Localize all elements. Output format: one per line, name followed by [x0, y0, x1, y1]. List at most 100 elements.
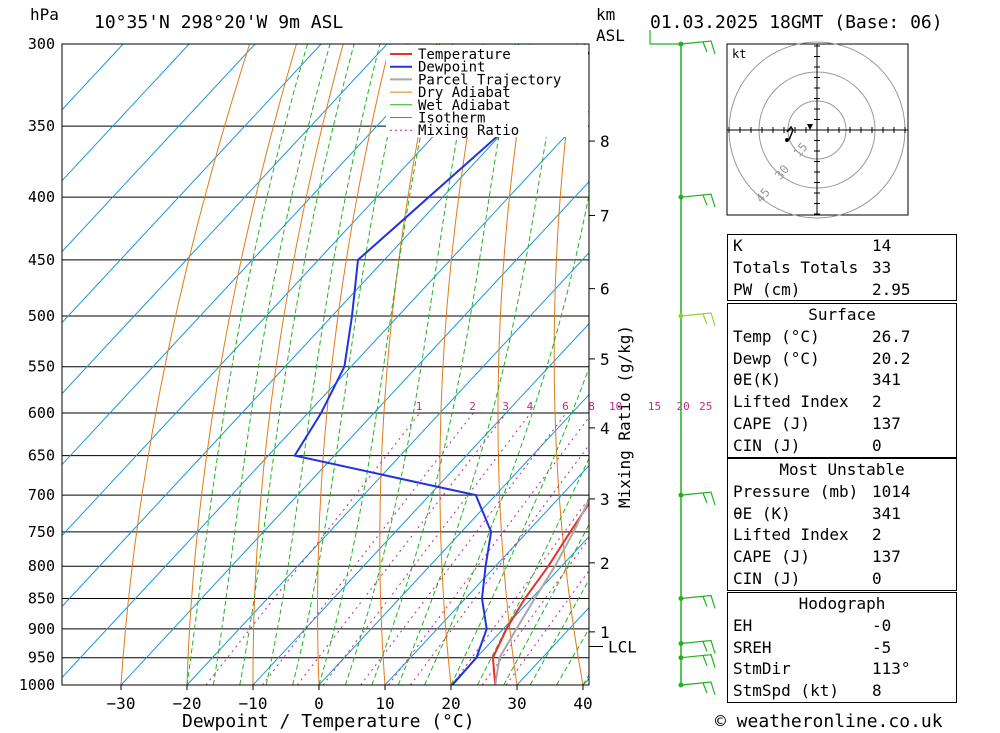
legend-entry: Isotherm — [418, 111, 485, 127]
param-value: 8 — [872, 681, 882, 701]
mixing-ratio-line — [387, 416, 589, 685]
wind-barb — [680, 491, 716, 506]
lcl-label: LCL — [608, 637, 637, 656]
pressure-tick-label: 400 — [28, 188, 55, 206]
legend-entry: Dry Adiabat — [418, 85, 511, 101]
wet-adiabat-line — [292, 44, 409, 685]
param-label: Dewp (°C) — [733, 348, 820, 368]
param-row: K 14 — [728, 235, 956, 257]
credit-text: © weatheronline.co.uk — [715, 711, 943, 732]
mixing-ratio-label: 2 — [469, 400, 476, 413]
mixing-ratio-line — [505, 569, 589, 685]
param-label: Totals Totals — [733, 257, 859, 277]
mixing-ratio-label: 1 — [416, 400, 423, 413]
isotherm-line — [318, 393, 589, 685]
param-value: -0 — [872, 615, 892, 635]
height-unit-label: km — [596, 5, 615, 24]
hodograph-trace — [786, 125, 794, 141]
wet-adiabat-line — [371, 44, 516, 685]
legend-entry: Temperature — [418, 47, 511, 63]
pressure-tick-label: 850 — [28, 589, 55, 607]
param-value: 14 — [872, 236, 892, 255]
surface-panel: Surface Temp (°C) 26.7 Dewp (°C) 20.2 θE(K) 3… — [727, 303, 957, 458]
legend-entry: Dewpoint — [418, 60, 485, 76]
param-value: 0 — [872, 435, 882, 455]
param-row: Temp (°C) 26.7 — [728, 326, 956, 348]
param-label: EH — [733, 615, 753, 635]
wind-barbs — [649, 30, 716, 696]
param-label: PW (cm) — [733, 279, 801, 299]
dry-adiabat-line — [553, 44, 584, 685]
temperature-profile — [491, 501, 589, 685]
param-value: 1014 — [872, 481, 911, 501]
mixing-ratio-label: 6 — [562, 400, 569, 413]
most-unstable-panel: Most Unstable Pressure (mb) 1014 θE (K) 341… — [727, 458, 957, 591]
asl-label: ASL — [596, 26, 625, 45]
mixing-ratio-line — [205, 412, 421, 685]
wind-barb — [680, 40, 716, 55]
isotherm-line — [62, 44, 388, 395]
dry-adiabat-line — [661, 44, 715, 685]
wet-adiabat-line — [318, 44, 440, 685]
param-row: EH -0 — [728, 615, 956, 637]
param-row: Dewp (°C) 20.2 — [728, 348, 956, 370]
run-datetime: 01.03.2025 18GMT (Base: 06) — [650, 12, 943, 33]
diagram-grid — [62, 44, 715, 685]
param-value: 137 — [872, 547, 901, 567]
height-tick-label: 2 — [600, 554, 610, 573]
mixing-ratio-line — [481, 537, 589, 685]
isotherm-line — [62, 44, 322, 324]
param-value: 33 — [872, 257, 892, 277]
param-label: StmSpd (kt) — [733, 681, 839, 701]
wind-barb — [680, 193, 716, 208]
wet-adiabat-line — [186, 44, 308, 685]
param-row: StmSpd (kt) 8 — [728, 680, 956, 702]
param-value: 341 — [872, 503, 901, 523]
param-row: CAPE (J) 137 — [728, 546, 956, 568]
dry-adiabat-line — [186, 44, 297, 685]
param-label: Lifted Index — [733, 525, 849, 545]
param-row: SREH -5 — [728, 637, 956, 659]
legend-entry: Wet Adiabat — [418, 98, 511, 114]
pressure-tick-label: 900 — [28, 620, 55, 638]
isotherm-line — [62, 44, 454, 466]
param-value: 137 — [872, 413, 901, 433]
mixing-ratio-label: 8 — [588, 400, 595, 413]
hodograph-params-title: Hodograph — [798, 594, 886, 613]
pressure-tick-label: 300 — [28, 35, 55, 53]
pressure-tick-label: 750 — [28, 523, 55, 541]
pressure-unit-label: hPa — [30, 5, 59, 24]
wet-adiabat-line — [424, 191, 589, 685]
wet-adiabat-line — [397, 44, 562, 685]
param-value: 2 — [872, 392, 882, 412]
pressure-tick-label: 600 — [28, 404, 55, 422]
param-row: Totals Totals 33 — [728, 257, 956, 279]
param-label: CIN (J) — [733, 568, 801, 588]
isotherm-line — [120, 181, 589, 685]
dry-adiabat-line — [439, 44, 484, 685]
pressure-tick-label: 800 — [28, 557, 55, 575]
dry-adiabat-line — [252, 44, 344, 685]
param-value: 0 — [872, 568, 882, 588]
dry-adiabat-line — [317, 44, 391, 685]
dry-adiabat-line — [120, 44, 251, 685]
axes: 1 2 3 4 6 8 10 15 20 2530035040045050055060065070… — [19, 35, 712, 713]
temp-tick-label: −10 — [239, 694, 268, 713]
parcel-trajectory-profile — [494, 497, 589, 685]
mixing-ratio-label: 20 — [676, 400, 689, 413]
pressure-tick-label: 550 — [28, 358, 55, 376]
temp-tick-label: 30 — [507, 694, 526, 713]
mixing-ratio-line — [360, 412, 567, 685]
pressure-tick-label: 650 — [28, 447, 55, 465]
wind-barb — [680, 312, 716, 327]
isotherm-line — [62, 110, 589, 679]
wind-barb — [680, 594, 716, 609]
wet-adiabat-line — [450, 366, 589, 685]
pressure-tick-label: 950 — [28, 649, 55, 667]
param-label: Pressure (mb) — [733, 481, 859, 501]
wind-barb — [680, 654, 716, 668]
wet-adiabat-line — [503, 523, 589, 685]
